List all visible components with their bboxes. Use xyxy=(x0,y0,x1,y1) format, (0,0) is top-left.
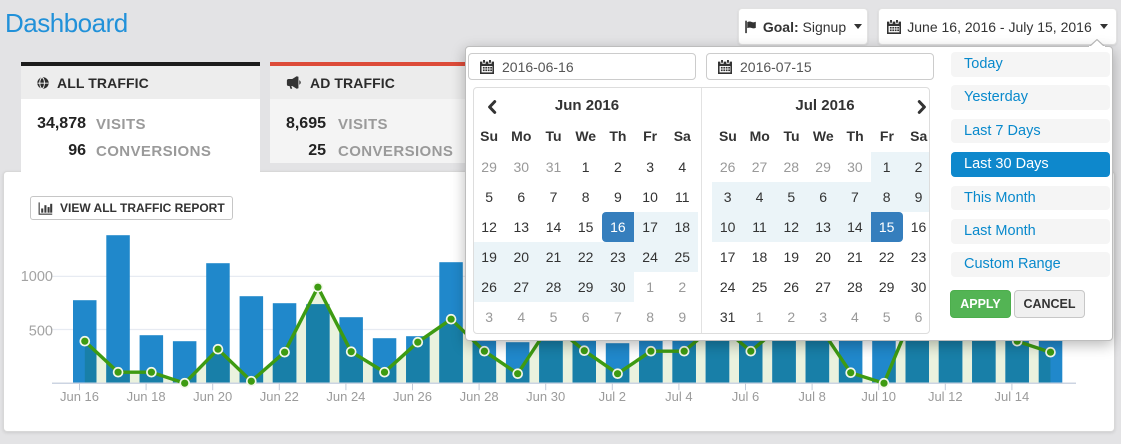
svg-text:Jul 6: Jul 6 xyxy=(732,389,759,404)
svg-text:Jun 16: Jun 16 xyxy=(60,389,99,404)
svg-text:Jul 10: Jul 10 xyxy=(861,389,896,404)
svg-text:Jul 2: Jul 2 xyxy=(599,389,626,404)
svg-text:Jul 14: Jul 14 xyxy=(995,389,1030,404)
svg-text:Jul 12: Jul 12 xyxy=(928,389,963,404)
svg-text:Jun 18: Jun 18 xyxy=(127,389,166,404)
svg-text:Jun 26: Jun 26 xyxy=(393,389,432,404)
svg-text:Jun 30: Jun 30 xyxy=(526,389,565,404)
svg-text:Jun 24: Jun 24 xyxy=(326,389,365,404)
svg-text:Jul 4: Jul 4 xyxy=(665,389,692,404)
svg-text:Jun 28: Jun 28 xyxy=(460,389,499,404)
svg-text:500: 500 xyxy=(29,324,53,340)
svg-text:1000: 1000 xyxy=(21,269,53,285)
svg-text:Jul 8: Jul 8 xyxy=(798,389,825,404)
svg-text:Jun 20: Jun 20 xyxy=(193,389,232,404)
svg-text:Jun 22: Jun 22 xyxy=(260,389,299,404)
